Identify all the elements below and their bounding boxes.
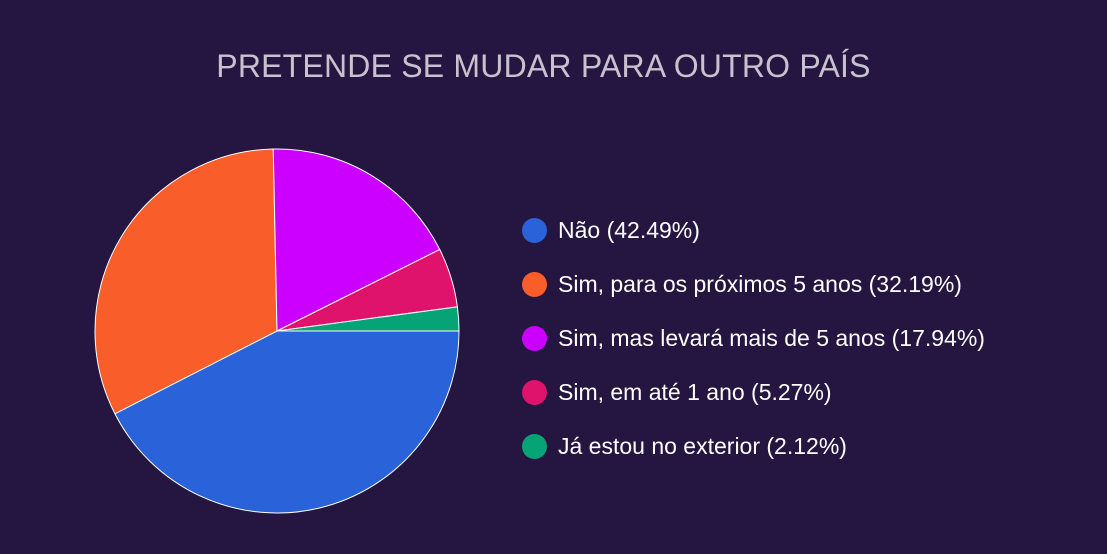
- chart-title: PRETENDE SE MUDAR PARA OUTRO PAÍS: [216, 48, 871, 84]
- pie-slice-2[interactable]: [272, 148, 441, 332]
- legend-swatch: [522, 325, 547, 351]
- legend-item[interactable]: Sim, em até 1 ano (5.27%): [522, 365, 985, 419]
- legend-swatch: [522, 379, 547, 405]
- legend-label: Não (42.49%): [558, 216, 700, 243]
- pie-slice-0[interactable]: [114, 330, 460, 514]
- legend-swatch: [522, 271, 547, 297]
- legend-label: Já estou no exterior (2.12%): [558, 432, 847, 459]
- legend-label: Sim, para os próximos 5 anos (32.19%): [558, 270, 962, 297]
- legend-item[interactable]: Sim, mas levará mais de 5 anos (17.94%): [522, 311, 985, 365]
- legend-label: Sim, em até 1 ano (5.27%): [558, 378, 832, 405]
- legend-swatch: [522, 433, 547, 459]
- pie-slice-4[interactable]: [276, 306, 460, 332]
- legend-item[interactable]: Já estou no exterior (2.12%): [522, 419, 985, 473]
- legend-label: Sim, mas levará mais de 5 anos (17.94%): [558, 324, 985, 351]
- legend-item[interactable]: Sim, para os próximos 5 anos (32.19%): [522, 257, 985, 311]
- pie-slice-1[interactable]: [94, 148, 278, 415]
- legend-item[interactable]: Não (42.49%): [522, 203, 985, 257]
- legend-swatch: [522, 217, 547, 243]
- chart-legend: Não (42.49%) Sim, para os próximos 5 anos…: [522, 203, 985, 473]
